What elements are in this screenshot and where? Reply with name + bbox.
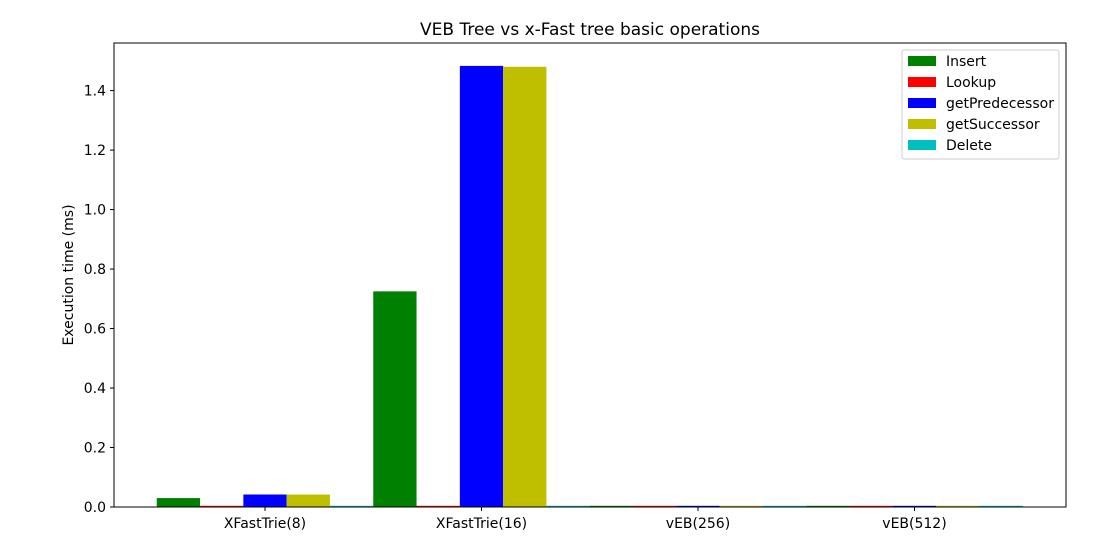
bar-getpredecessor-1 <box>459 65 504 508</box>
x-axis: XFastTrie(8) XFastTrie(16) vEB(256) vEB(512… <box>224 507 947 532</box>
plot-area-frame <box>113 42 1067 508</box>
y-axis: 0.0 0.2 0.4 0.6 0.8 1.0 1.2 1.4 <box>84 84 114 516</box>
legend-label: Insert <box>946 54 987 70</box>
legend-label: getPredecessor <box>946 96 1054 112</box>
bar-lookup-0 <box>200 505 244 507</box>
bar-getpredecessor-3 <box>892 505 937 507</box>
y-tick-label: 1.4 <box>84 84 106 100</box>
bar-lookup-1 <box>416 505 460 507</box>
bar-getsuccessor-0 <box>286 494 330 507</box>
bar-delete-2 <box>762 505 807 507</box>
x-tick-label: vEB(256) <box>666 516 730 532</box>
legend: Insert Lookup getPredecessor getSuccessor De… <box>901 49 1060 160</box>
bar-insert-0 <box>156 498 201 507</box>
bar-getsuccessor-3 <box>936 505 980 507</box>
bar-getsuccessor-2 <box>719 505 763 507</box>
legend-box <box>901 49 1060 160</box>
bar-insert-1 <box>373 291 417 507</box>
legend-swatch-getsuccessor <box>908 119 936 129</box>
legend-swatch-lookup <box>908 77 936 87</box>
bar-getsuccessor-1 <box>503 66 547 507</box>
x-tick-label: XFastTrie(16) <box>436 516 527 532</box>
legend-swatch-getpredecessor <box>908 98 936 108</box>
legend-label: Lookup <box>946 75 996 91</box>
y-tick-label: 1.0 <box>84 203 106 219</box>
bars-layer <box>156 65 1023 508</box>
y-tick-label: 1.2 <box>84 143 106 159</box>
y-tick-label: 0.6 <box>84 322 106 338</box>
bar-delete-1 <box>546 505 590 507</box>
y-axis-label: Execution time (ms) <box>61 204 77 345</box>
x-tick-label: XFastTrie(8) <box>224 516 306 532</box>
y-tick-label: 0.8 <box>84 262 106 278</box>
y-tick-label: 0.0 <box>84 500 106 516</box>
legend-label: Delete <box>946 138 992 154</box>
bar-insert-3 <box>806 505 850 507</box>
legend-swatch-insert <box>908 56 936 66</box>
chart-title: VEB Tree vs x-Fast tree basic operations <box>420 20 760 40</box>
bar-getpredecessor-0 <box>243 494 287 507</box>
x-tick-label: vEB(512) <box>882 516 946 532</box>
bar-getpredecessor-2 <box>676 505 720 507</box>
bar-insert-2 <box>589 505 634 507</box>
bar-delete-0 <box>329 505 374 507</box>
y-tick-label: 0.2 <box>84 441 106 457</box>
legend-swatch-delete <box>908 140 936 150</box>
legend-label: getSuccessor <box>946 117 1040 133</box>
bar-lookup-3 <box>849 505 893 507</box>
bar-lookup-2 <box>633 505 677 507</box>
bar-delete-3 <box>979 505 1023 507</box>
y-tick-label: 0.4 <box>84 381 106 397</box>
